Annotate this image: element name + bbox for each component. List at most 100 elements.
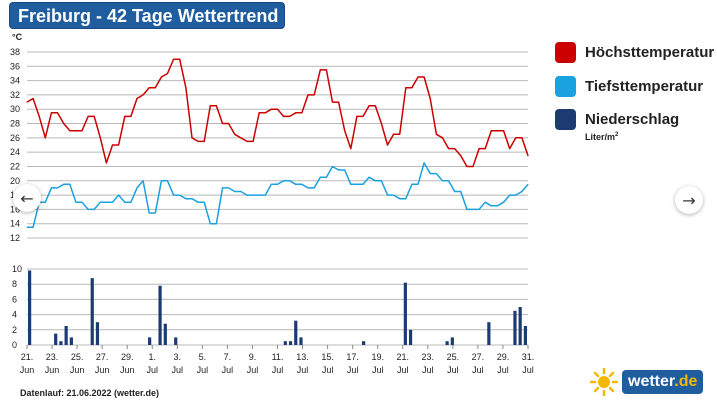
x-tick-month: Jul [497, 365, 509, 375]
max-temp-point [240, 137, 242, 139]
min-temp-point [87, 208, 89, 210]
max-temp-point [386, 144, 388, 146]
min-temp-point [148, 212, 150, 214]
precip-bar [163, 323, 167, 345]
min-temp-point [99, 201, 101, 203]
min-temp-point [270, 183, 272, 185]
min-temp-point [197, 201, 199, 203]
temp-tick-label: 20 [10, 176, 20, 186]
max-temp-point [313, 94, 315, 96]
max-temp-point [44, 137, 46, 139]
min-temp-point [228, 187, 230, 189]
x-tick-day: 29. [121, 352, 134, 362]
x-tick-day: 21. [396, 352, 409, 362]
min-temp-point [429, 173, 431, 175]
max-temp-point [374, 105, 376, 107]
max-temp-point [490, 130, 492, 132]
brand-logo[interactable]: wetter.de [590, 368, 704, 396]
legend-swatch-precip [555, 109, 576, 130]
x-axis: 21. Jun 23. Jun 25. Jun 27. Jun 29. Jun 1. Jul 3. Jul… [20, 345, 535, 375]
x-tick-day: 31. [522, 352, 535, 362]
max-temp-line [26, 58, 529, 168]
min-temp-point [191, 198, 193, 200]
max-temp-point [277, 108, 278, 110]
min-temp-point [423, 162, 425, 164]
x-tick-month: Jul [272, 365, 284, 375]
max-temp-point [368, 105, 370, 107]
min-temp-point [380, 180, 382, 182]
min-temp-point [136, 187, 138, 189]
legend-label-min: Tiefsttemperatur [585, 78, 704, 95]
legend-item-precip[interactable]: Niederschlag [555, 109, 679, 130]
min-temp-point [435, 173, 437, 175]
max-temp-point [435, 133, 437, 135]
x-tick-month: Jul [146, 365, 158, 375]
min-temp-point [209, 223, 211, 225]
min-temp-point [325, 176, 327, 178]
x-tick-month: Jun [45, 365, 60, 375]
temp-tick-label: 34 [10, 76, 20, 86]
precip-bar [59, 341, 63, 345]
next-button[interactable]: → [675, 186, 703, 214]
max-temp-point [454, 148, 456, 150]
max-temp-point [32, 98, 34, 99]
max-temp-point [203, 140, 205, 142]
max-temp-point [222, 123, 224, 125]
max-temp-point [167, 72, 169, 74]
max-temp-point [362, 115, 364, 117]
min-temp-point [301, 183, 303, 185]
max-temp-point [417, 76, 419, 78]
min-temp-point [338, 169, 340, 171]
prev-button[interactable]: ← [13, 184, 41, 212]
min-temp-point [75, 201, 77, 203]
precip-tick-label: 2 [12, 325, 17, 335]
temp-tick-label: 16 [10, 204, 20, 214]
min-temp-point [154, 212, 156, 214]
precipitation-bars [28, 270, 527, 345]
x-tick-day: 23. [422, 352, 435, 362]
x-tick-month: Jul [472, 365, 484, 375]
precip-bar [90, 278, 94, 345]
max-temp-point [399, 133, 401, 135]
max-temp-point [81, 130, 83, 132]
data-run-note: Datenlauf: 21.06.2022 (wetter.de) [20, 388, 160, 398]
legend-item-max[interactable]: Höchsttemperatur [555, 42, 714, 63]
x-tick-month: Jul [322, 365, 334, 375]
legend-item-min[interactable]: Tiefsttemperatur [555, 76, 703, 97]
max-temp-point [191, 137, 193, 139]
precip-tick-label: 6 [12, 294, 17, 304]
precip-bar [95, 322, 100, 345]
x-tick-day: 25. [447, 352, 460, 362]
x-tick-month: Jul [397, 365, 409, 375]
precip-tick-label: 10 [12, 264, 22, 274]
precip-tick-label: 0 [12, 340, 17, 350]
precip-bar [487, 322, 491, 345]
max-temp-point [331, 101, 333, 103]
max-temp-point [112, 144, 114, 146]
min-temp-point [246, 194, 248, 196]
min-temp-point [448, 180, 450, 182]
precip-bar [283, 341, 287, 345]
x-tick-day: 25. [71, 352, 84, 362]
precip-bar [450, 337, 454, 345]
max-temp-point [57, 112, 59, 114]
max-temp-point [246, 140, 248, 142]
precip-unit-exp: 2 [615, 132, 619, 138]
x-tick-month: Jun [120, 365, 135, 375]
min-temp-point [57, 187, 59, 189]
min-temp-point [69, 183, 71, 185]
max-temp-point [448, 148, 450, 150]
temperature-lines [26, 58, 529, 229]
precipitation-grid: 10 8 6 4 2 0 [12, 264, 528, 350]
min-temp-point [496, 205, 498, 207]
max-temp-point [283, 115, 285, 117]
max-temp-point [289, 115, 291, 117]
precip-unit: Liter/m2 [585, 132, 618, 142]
max-temp-point [209, 105, 211, 107]
precip-bar [64, 326, 68, 345]
min-temp-point [319, 176, 321, 178]
precip-unit-base: Liter/m [585, 132, 616, 142]
min-temp-point [252, 194, 254, 196]
max-temp-point [99, 137, 101, 139]
